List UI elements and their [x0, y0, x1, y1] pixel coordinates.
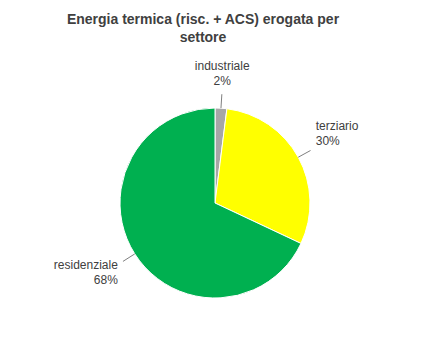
- svg-text:terziario30%: terziario30%: [316, 119, 359, 148]
- svg-text:residenziale68%: residenziale68%: [54, 258, 118, 287]
- html-text:Energia termica (risc. + ACS): Energia termica (risc. + ACS) erogata pe…: [66, 11, 340, 45]
- svg-text:industriale2%: industriale2%: [195, 59, 250, 88]
